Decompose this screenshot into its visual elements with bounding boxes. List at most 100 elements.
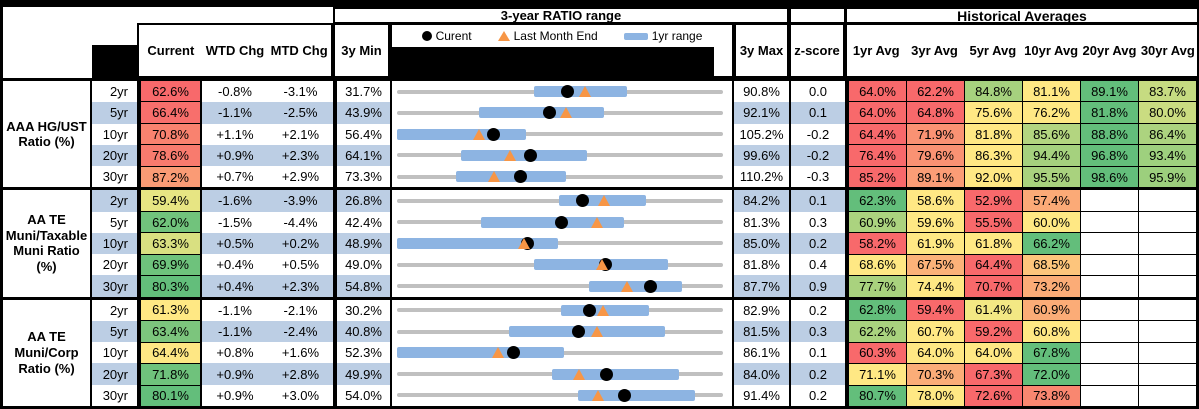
avg-cell: 92.0% — [965, 166, 1022, 188]
avg-column-header-30yr: 30yr Avg — [1140, 43, 1195, 58]
3y-max-cell: 86.1% — [743, 345, 780, 361]
1yr-range-bar — [577, 389, 695, 401]
1yr-range-bar — [397, 347, 565, 359]
mtd-chg-cell: +2.3% — [268, 144, 333, 167]
avg-cell: 83.7% — [1139, 81, 1196, 103]
mtd-chg-cell: +2.3% — [268, 275, 333, 297]
tenor-cell: 30yr — [102, 169, 128, 185]
avg-cell-empty — [1081, 386, 1138, 406]
1yr-range-bar-icon — [623, 32, 648, 40]
avg-cell: 62.3% — [849, 190, 906, 212]
last-month-end-marker — [591, 216, 604, 228]
tenor-cell: 5yr — [109, 214, 128, 230]
current-marker — [575, 194, 589, 208]
historical-averages-section: 62.8% 62.2% 60.3% 71.1% 80.7% 59.4% 60.7% 64.0%… — [845, 299, 1196, 406]
avg-cell: 96.8% — [1081, 145, 1138, 167]
avg-cell: 76.2% — [1023, 102, 1080, 124]
avg-cell-empty — [1081, 343, 1138, 365]
ratio-group: AA TE Muni/Taxable Muni Ratio (%) 2yr 5yr 1… — [3, 187, 1196, 297]
mtd-chg-cell: -3.1% — [283, 84, 318, 100]
avg-column-header-5yr: 5yr Avg — [969, 43, 1017, 58]
bullet-chart-row — [392, 385, 732, 406]
avg-cell: 70.7% — [965, 276, 1022, 297]
bullet-chart-column — [390, 299, 734, 406]
avg-cell: 89.1% — [1081, 81, 1138, 103]
avg-cell: 61.9% — [907, 233, 964, 255]
avg-cell: 60.3% — [849, 342, 906, 365]
avg-cell: 62.2% — [849, 321, 906, 343]
3y-min-cell: 49.0% — [345, 257, 382, 273]
current-cell: 66.4% — [141, 102, 200, 124]
left-border — [0, 0, 3, 409]
mtd-chg-cell: +0.2% — [268, 232, 333, 255]
bullet-chart-column — [390, 190, 734, 297]
current-column-header: Current — [147, 43, 195, 58]
avg-cell: 64.0% — [965, 342, 1022, 365]
right-border — [1196, 0, 1199, 409]
avg-cell: 60.8% — [1023, 321, 1080, 343]
avg-cell: 73.8% — [1023, 385, 1080, 406]
range-section-title-text: 3-year RATIO range — [500, 8, 622, 23]
tenor-cell: 30yr — [102, 387, 128, 403]
avg-column: 62.3% 60.9% 58.2% 68.6% 77.7% — [849, 190, 907, 297]
current-marker — [583, 303, 597, 317]
avg-cell: 76.4% — [849, 145, 906, 167]
z-score-cell: 0.3 — [808, 214, 828, 230]
wtd-chg-cell: -1.6% — [202, 190, 268, 212]
ratio-group: AA TE Muni/Corp Ratio (%) 2yr 5yr 10yr 20yr 3… — [3, 296, 1196, 406]
z-score-cell: 0.4 — [808, 257, 828, 273]
avg-cell: 70.3% — [907, 364, 964, 386]
avg-column: 59.4% 60.7% 64.0% 70.3% 78.0% — [907, 299, 965, 406]
z-score-cell: -0.3 — [806, 169, 830, 185]
z-score-cell: 0.1 — [808, 345, 828, 361]
mtd-chg-cell: +3.0% — [281, 387, 320, 403]
avg-cell: 81.1% — [1023, 81, 1080, 103]
avg-cell-empty — [1139, 212, 1196, 234]
avg-cell-empty — [1139, 190, 1196, 212]
1yr-range-bar — [397, 237, 559, 249]
mtd-chg-column: -3.9% -4.4% +0.2% +0.5% +2.3% — [268, 190, 333, 297]
3y-range-track — [397, 284, 724, 289]
current-marker — [571, 325, 585, 339]
range-section-title: 3-year RATIO range — [333, 7, 789, 24]
bullet-chart-column — [390, 81, 734, 188]
historical-averages-section: 62.3% 60.9% 58.2% 68.6% 77.7% 58.6% 59.6% 61.9%… — [845, 190, 1196, 297]
tenor-cell: 2yr — [109, 84, 128, 100]
current-column: 62.6% 66.4% 70.8% 78.6% 87.2% — [137, 81, 202, 188]
avg-column — [1139, 300, 1196, 406]
mtd-chg-cell: -2.4% — [268, 320, 333, 343]
1yr-range-bar — [552, 368, 679, 380]
mtd-chg-cell: -3.9% — [268, 190, 333, 212]
current-marker — [555, 215, 569, 229]
current-marker — [523, 148, 537, 162]
historical-averages-section: 64.0% 64.0% 64.4% 76.4% 85.2% 62.2% 64.8% 71.9%… — [845, 81, 1196, 188]
avg-cell-empty — [1139, 321, 1196, 343]
current-marker — [542, 106, 556, 120]
mtd-chg-cell: +2.9% — [281, 169, 320, 185]
3y-min-cell: 73.3% — [345, 169, 382, 185]
avg-cell: 60.9% — [849, 211, 906, 234]
3y-min-cell: 54.0% — [345, 387, 382, 403]
avg-cell-empty — [1081, 255, 1138, 277]
last-month-end-marker — [491, 347, 504, 359]
wtd-chg-column: -1.6% -1.5% +0.5% +0.4% +0.4% — [202, 190, 268, 297]
current-marker — [507, 346, 521, 360]
avg-cell: 61.8% — [965, 233, 1022, 255]
last-month-end-marker — [573, 368, 586, 380]
3y-max-cell: 105.2% — [739, 126, 784, 142]
z-score-cell: 0.1 — [791, 102, 845, 124]
z-score-cell: 0.9 — [791, 275, 845, 297]
avg-column: 52.9% 55.5% 61.8% 64.4% 70.7% — [965, 190, 1023, 297]
empty-header-cell — [789, 7, 846, 24]
bullet-chart-row — [392, 166, 732, 187]
current-marker — [513, 170, 527, 184]
avg-column: 81.1% 76.2% 85.6% 94.4% 95.5% — [1023, 81, 1081, 188]
table-body: AAA HG/UST Ratio (%) 2yr 5yr 10yr 20yr 30yr 62… — [3, 78, 1196, 406]
avg-column-header-20yr: 20yr Avg — [1082, 43, 1137, 58]
avg-cell: 71.1% — [849, 364, 906, 386]
avg-column — [1081, 190, 1139, 297]
avg-cell-empty — [1081, 212, 1138, 234]
wtd-chg-cell: -1.1% — [218, 302, 252, 318]
avg-cell: 81.8% — [965, 123, 1022, 146]
avg-cell-empty — [1139, 343, 1196, 365]
